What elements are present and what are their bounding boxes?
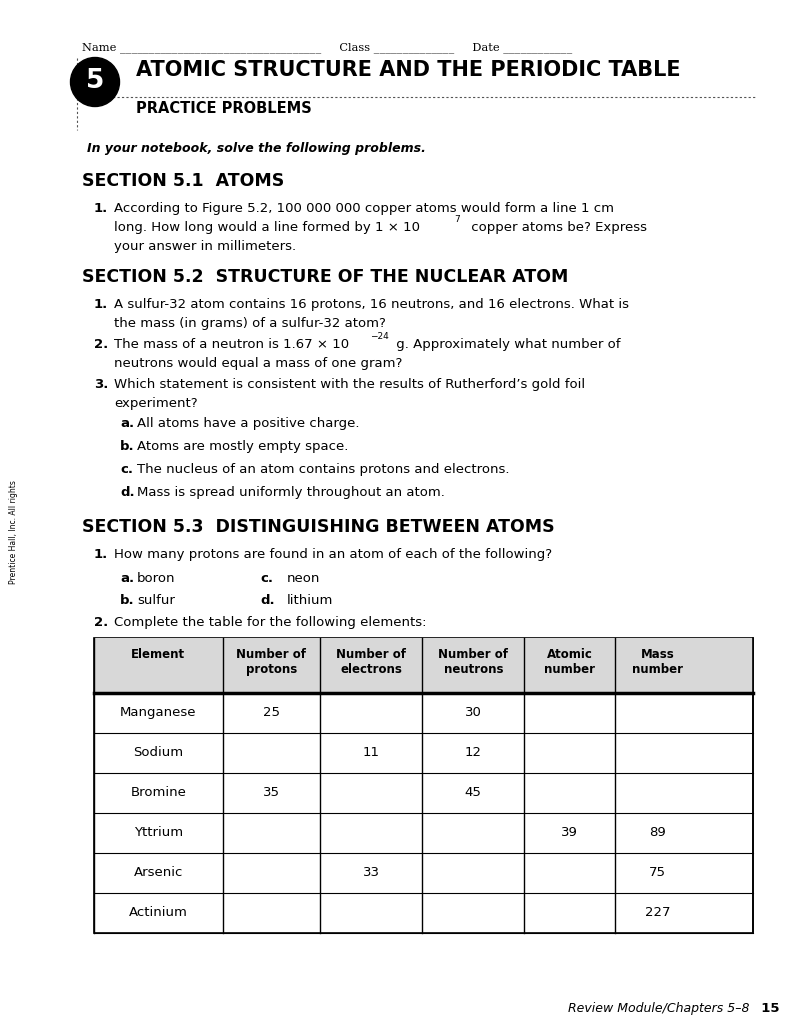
- Text: Manganese: Manganese: [120, 706, 196, 719]
- Text: neutrons would equal a mass of one gram?: neutrons would equal a mass of one gram?: [114, 357, 403, 370]
- Circle shape: [70, 57, 119, 106]
- Text: a.: a.: [120, 417, 134, 430]
- Text: d.: d.: [120, 486, 134, 499]
- Text: SECTION 5.3  DISTINGUISHING BETWEEN ATOMS: SECTION 5.3 DISTINGUISHING BETWEEN ATOMS: [82, 518, 554, 536]
- Text: In your notebook, solve the following problems.: In your notebook, solve the following pr…: [87, 142, 426, 155]
- Text: Review Module/Chapters 5–8: Review Module/Chapters 5–8: [569, 1002, 750, 1015]
- Text: Arsenic: Arsenic: [134, 866, 183, 879]
- Text: 75: 75: [649, 866, 666, 879]
- Text: Number of
protons: Number of protons: [237, 648, 306, 676]
- Text: 39: 39: [562, 826, 578, 839]
- Text: Atomic
number: Atomic number: [544, 648, 596, 676]
- Text: SECTION 5.2  STRUCTURE OF THE NUCLEAR ATOM: SECTION 5.2 STRUCTURE OF THE NUCLEAR ATO…: [82, 268, 569, 286]
- Text: 1.: 1.: [94, 548, 108, 561]
- Text: Sodium: Sodium: [133, 746, 184, 759]
- Text: SECTION 5.1  ATOMS: SECTION 5.1 ATOMS: [82, 172, 284, 190]
- Text: 45: 45: [465, 786, 482, 799]
- Text: Name ___________________________________     Class ______________     Date _____: Name ___________________________________…: [82, 42, 572, 52]
- Bar: [94, 638, 753, 933]
- Text: c.: c.: [260, 572, 273, 585]
- Text: 7: 7: [454, 215, 460, 224]
- Text: PRACTICE PROBLEMS: PRACTICE PROBLEMS: [136, 101, 312, 116]
- Text: 5: 5: [85, 68, 104, 94]
- Text: sulfur: sulfur: [137, 594, 175, 607]
- Text: How many protons are found in an atom of each of the following?: How many protons are found in an atom of…: [114, 548, 552, 561]
- Text: long. How long would a line formed by 1 × 10: long. How long would a line formed by 1 …: [114, 221, 420, 234]
- Text: The mass of a neutron is 1.67 × 10: The mass of a neutron is 1.67 × 10: [114, 338, 349, 351]
- Text: ATOMIC STRUCTURE AND THE PERIODIC TABLE: ATOMIC STRUCTURE AND THE PERIODIC TABLE: [136, 60, 680, 80]
- Text: −24: −24: [370, 333, 388, 341]
- Bar: [94, 638, 753, 693]
- Text: your answer in millimeters.: your answer in millimeters.: [114, 240, 296, 253]
- Text: experiment?: experiment?: [114, 397, 198, 410]
- Text: b.: b.: [120, 594, 134, 607]
- Text: Mass
number: Mass number: [632, 648, 683, 676]
- Text: 1.: 1.: [94, 298, 108, 311]
- Text: the mass (in grams) of a sulfur-32 atom?: the mass (in grams) of a sulfur-32 atom?: [114, 317, 386, 330]
- Text: 30: 30: [465, 706, 482, 719]
- Text: 11: 11: [362, 746, 380, 759]
- Text: A sulfur-32 atom contains 16 protons, 16 neutrons, and 16 electrons. What is: A sulfur-32 atom contains 16 protons, 16…: [114, 298, 629, 311]
- Text: The nucleus of an atom contains protons and electrons.: The nucleus of an atom contains protons …: [137, 463, 509, 476]
- Text: d.: d.: [260, 594, 274, 607]
- Text: neon: neon: [287, 572, 320, 585]
- Text: 33: 33: [362, 866, 380, 879]
- Text: 3.: 3.: [94, 378, 108, 391]
- Text: lithium: lithium: [287, 594, 333, 607]
- Text: 25: 25: [263, 706, 280, 719]
- Text: All atoms have a positive charge.: All atoms have a positive charge.: [137, 417, 359, 430]
- Text: Number of
neutrons: Number of neutrons: [438, 648, 509, 676]
- Text: Element: Element: [131, 648, 185, 662]
- Text: Yttrium: Yttrium: [134, 826, 183, 839]
- Text: Number of
electrons: Number of electrons: [336, 648, 406, 676]
- Text: c.: c.: [120, 463, 133, 476]
- Text: a.: a.: [120, 572, 134, 585]
- Text: Actinium: Actinium: [129, 906, 187, 919]
- Text: g. Approximately what number of: g. Approximately what number of: [392, 338, 620, 351]
- Text: 227: 227: [645, 906, 670, 919]
- Text: Complete the table for the following elements:: Complete the table for the following ele…: [114, 616, 426, 629]
- Text: 1.: 1.: [94, 202, 108, 215]
- Text: 15: 15: [752, 1002, 779, 1015]
- Text: 2.: 2.: [94, 338, 108, 351]
- Text: Mass is spread uniformly throughout an atom.: Mass is spread uniformly throughout an a…: [137, 486, 445, 499]
- Text: Which statement is consistent with the results of Rutherford’s gold foil: Which statement is consistent with the r…: [114, 378, 585, 391]
- Text: According to Figure 5.2, 100 000 000 copper atoms would form a line 1 cm: According to Figure 5.2, 100 000 000 cop…: [114, 202, 614, 215]
- Text: 89: 89: [649, 826, 666, 839]
- Text: boron: boron: [137, 572, 176, 585]
- Text: Atoms are mostly empty space.: Atoms are mostly empty space.: [137, 440, 348, 453]
- Text: 12: 12: [465, 746, 482, 759]
- Text: Bromine: Bromine: [131, 786, 186, 799]
- Text: Prentice Hall, Inc. All rights: Prentice Hall, Inc. All rights: [9, 480, 18, 585]
- Text: b.: b.: [120, 440, 134, 453]
- Text: copper atoms be? Express: copper atoms be? Express: [467, 221, 647, 234]
- Text: 35: 35: [263, 786, 280, 799]
- Text: 2.: 2.: [94, 616, 108, 629]
